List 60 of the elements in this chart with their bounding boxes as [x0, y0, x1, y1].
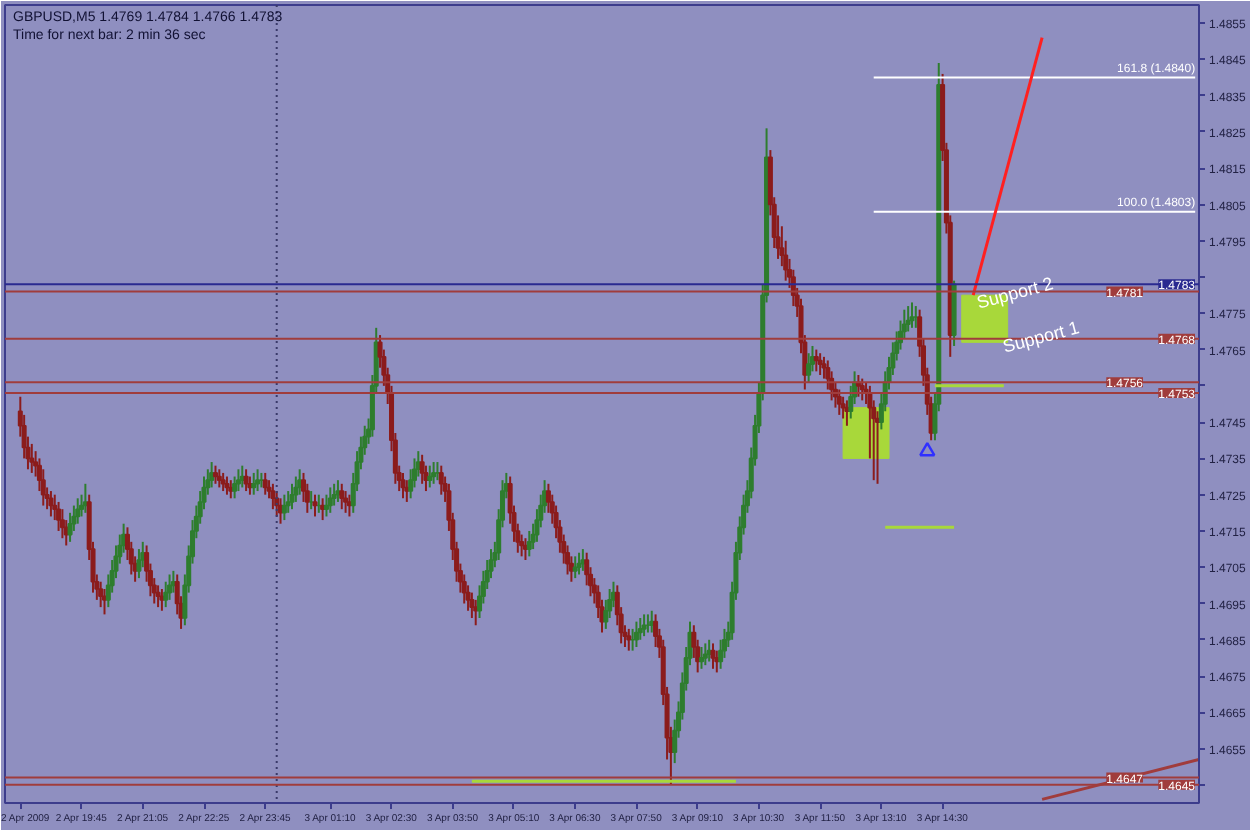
candlestick	[159, 587, 165, 612]
candlestick	[212, 464, 218, 485]
candlestick	[216, 468, 222, 489]
candlestick	[813, 348, 819, 373]
candlestick	[293, 475, 299, 503]
candlestick	[419, 453, 425, 485]
candlestick	[323, 493, 329, 518]
candlestick	[243, 468, 249, 493]
candlestick	[710, 642, 716, 670]
candlestick	[59, 508, 65, 540]
candlestick	[431, 461, 437, 485]
candlestick	[641, 613, 647, 638]
candlestick	[572, 555, 578, 580]
candlestick	[806, 352, 812, 384]
candlestick	[98, 580, 104, 609]
candlestick	[576, 551, 582, 576]
candlestick	[167, 573, 173, 601]
candlestick	[343, 490, 349, 514]
candlestick	[400, 471, 406, 500]
candlestick	[224, 475, 230, 496]
candlestick	[289, 482, 295, 511]
candlestick	[285, 490, 291, 514]
candlestick	[136, 548, 142, 580]
candlestick	[101, 587, 108, 616]
candlestick	[56, 500, 62, 532]
candlestick	[626, 627, 632, 652]
candlestick	[270, 482, 276, 511]
candlestick	[331, 482, 337, 507]
annotation: Support 1	[1000, 317, 1082, 357]
candlestick	[438, 464, 444, 496]
candlestick	[281, 493, 287, 522]
candlestick	[473, 598, 479, 627]
candlestick	[905, 305, 911, 333]
candlestick	[327, 486, 333, 514]
candlestick	[339, 482, 345, 511]
candlestick	[75, 497, 81, 525]
candlestick	[163, 580, 169, 609]
candlestick	[209, 461, 215, 489]
candlestick	[809, 344, 815, 373]
candlestick	[633, 620, 639, 649]
candlestick	[702, 642, 708, 667]
candlestick	[836, 388, 842, 416]
candlestick	[469, 591, 475, 620]
candlestick	[840, 395, 846, 420]
candlestick	[817, 352, 823, 376]
candlestick	[48, 490, 54, 518]
candlestick	[251, 471, 257, 496]
candlestick	[427, 464, 433, 489]
candlestick	[67, 511, 73, 543]
candlestick	[859, 377, 865, 402]
candlestick	[526, 529, 532, 558]
candlestick	[637, 617, 643, 641]
candlestick	[220, 471, 226, 493]
candlestick	[235, 468, 241, 493]
candlestick	[312, 493, 318, 518]
candlestick	[29, 442, 35, 474]
annotation: Support 2	[974, 273, 1056, 313]
candlestick	[698, 646, 705, 670]
candlestick	[909, 301, 915, 329]
candlestick	[232, 475, 238, 500]
